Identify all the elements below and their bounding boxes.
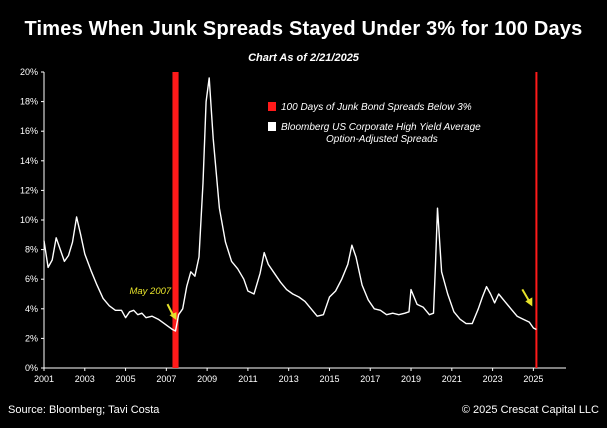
x-tick-label: 2001 bbox=[34, 374, 54, 384]
y-tick-label: 14% bbox=[20, 156, 38, 166]
x-tick-label: 2023 bbox=[483, 374, 503, 384]
y-tick-label: 12% bbox=[20, 185, 38, 195]
annotation-label: May 2007 bbox=[129, 286, 171, 297]
y-tick-label: 0% bbox=[25, 363, 38, 373]
x-tick-label: 2003 bbox=[75, 374, 95, 384]
x-tick-label: 2019 bbox=[401, 374, 421, 384]
x-tick-label: 2015 bbox=[319, 374, 339, 384]
shaded-period-0 bbox=[172, 72, 179, 368]
x-tick-label: 2009 bbox=[197, 374, 217, 384]
legend-label-1: Option-Adjusted Spreads bbox=[326, 134, 438, 145]
legend-swatch-0 bbox=[268, 102, 276, 111]
chart-title: Times When Junk Spreads Stayed Under 3% … bbox=[24, 18, 583, 40]
legend-label-0: 100 Days of Junk Bond Spreads Below 3% bbox=[281, 102, 472, 113]
shaded-period-1 bbox=[535, 72, 538, 368]
annotation-arrowhead bbox=[169, 312, 177, 321]
y-tick-label: 10% bbox=[20, 215, 38, 225]
y-tick-label: 8% bbox=[25, 245, 38, 255]
annotation-arrowhead bbox=[525, 297, 533, 307]
y-tick-label: 16% bbox=[20, 126, 38, 136]
x-tick-label: 2025 bbox=[523, 374, 543, 384]
source-note: Source: Bloomberg; Tavi Costa bbox=[8, 404, 160, 416]
x-tick-label: 2013 bbox=[279, 374, 299, 384]
y-tick-label: 2% bbox=[25, 333, 38, 343]
x-tick-label: 2007 bbox=[156, 374, 176, 384]
copyright-note: © 2025 Crescat Capital LLC bbox=[461, 404, 599, 416]
series-line-0 bbox=[43, 77, 537, 332]
x-tick-label: 2021 bbox=[442, 374, 462, 384]
y-tick-label: 4% bbox=[25, 304, 38, 314]
x-tick-label: 2011 bbox=[238, 374, 257, 384]
x-tick-label: 2017 bbox=[360, 374, 380, 384]
legend-swatch-1 bbox=[268, 122, 276, 131]
x-tick-label: 2005 bbox=[116, 374, 136, 384]
y-tick-label: 18% bbox=[20, 97, 38, 107]
y-tick-label: 6% bbox=[25, 274, 38, 284]
y-tick-label: 20% bbox=[20, 67, 38, 77]
chart-subtitle: Chart As of 2/21/2025 bbox=[248, 52, 359, 64]
legend-label-1: Bloomberg US Corporate High Yield Averag… bbox=[281, 122, 481, 133]
annotation-arrow bbox=[521, 288, 531, 302]
